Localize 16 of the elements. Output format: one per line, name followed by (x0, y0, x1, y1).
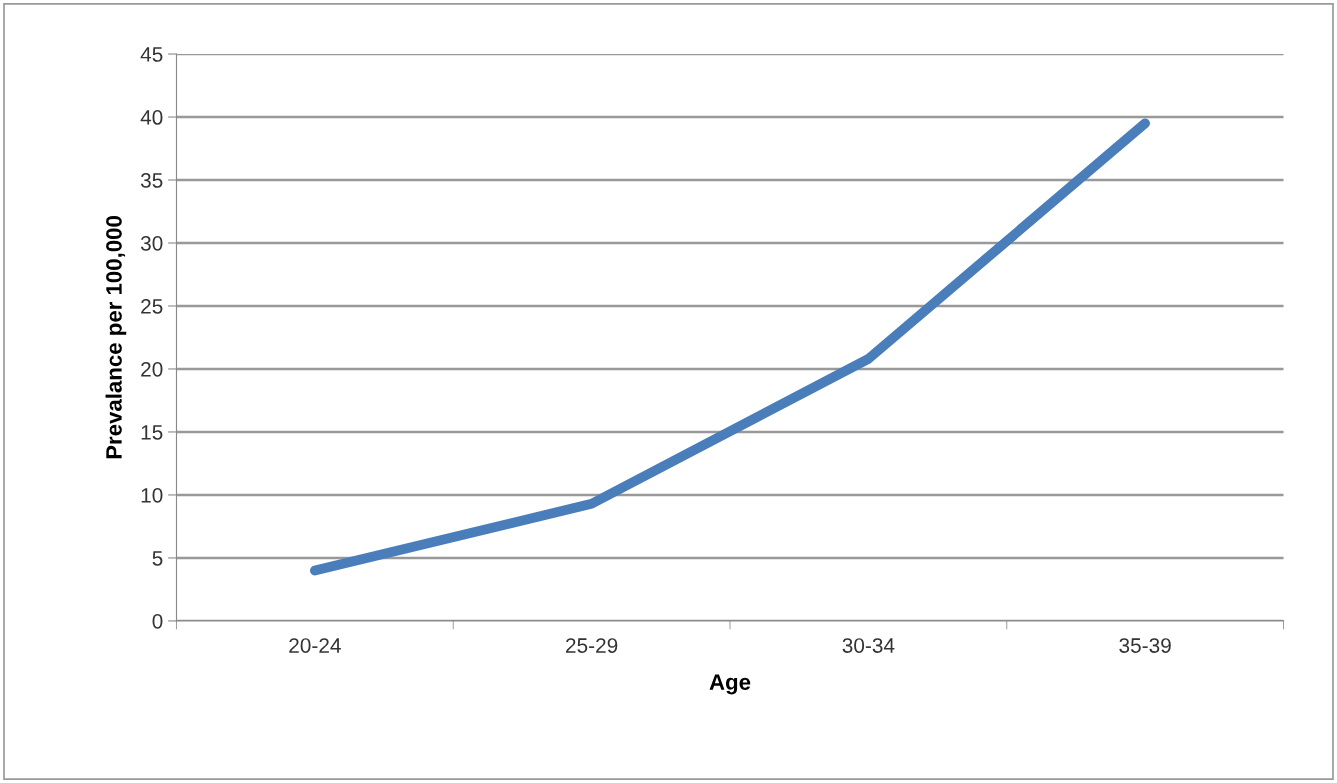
x-axis-title: Age (709, 674, 751, 695)
y-tick-label: 25 (141, 298, 163, 314)
y-tick-label: 20 (141, 361, 163, 377)
y-tick-label: 5 (152, 551, 163, 566)
y-tick-label: 0 (152, 613, 163, 629)
y-tick-label: 10 (141, 487, 163, 503)
x-tick-label: 35-39 (1119, 638, 1171, 653)
x-tick-label: 25-29 (566, 638, 618, 653)
x-tick-label: 30-34 (842, 638, 895, 653)
x-tick-label: 20-24 (289, 638, 341, 653)
y-tick-label: 45 (140, 47, 163, 62)
y-axis-title: Prevalance per 100,000 (105, 216, 127, 459)
y-tick-label: 30 (140, 235, 163, 251)
y-tick-label: 40 (140, 110, 163, 125)
y-tick-label: 15 (141, 425, 163, 440)
y-tick-label: 35 (140, 173, 163, 188)
